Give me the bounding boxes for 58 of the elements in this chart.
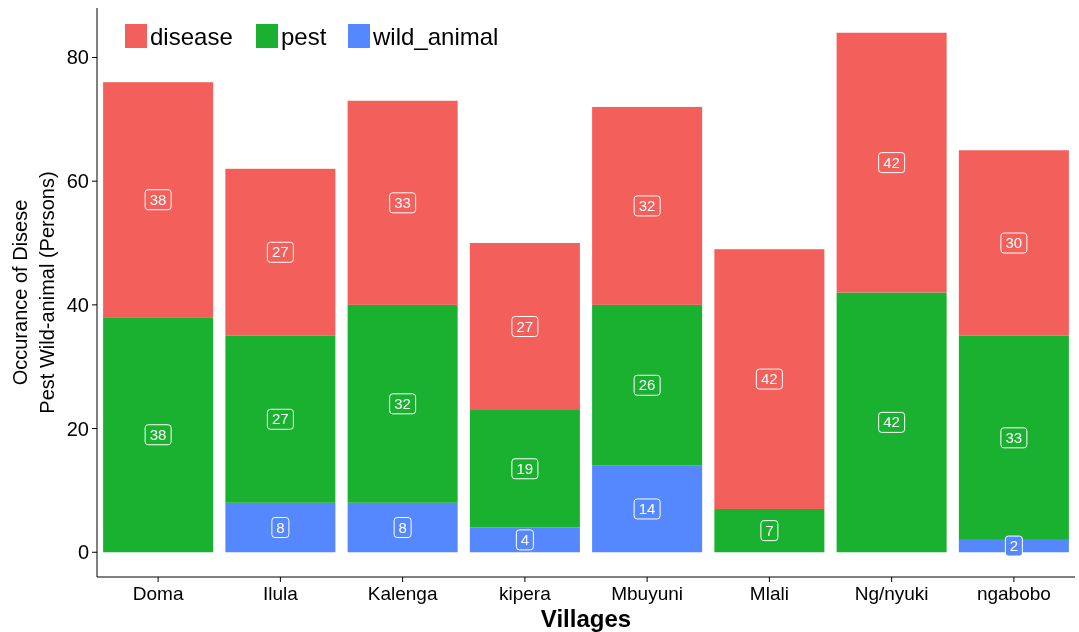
x-tick-label: Mlali — [749, 583, 789, 604]
bar — [958, 335, 1069, 540]
data-label: 8 — [276, 518, 285, 536]
bar — [347, 502, 458, 553]
data-label: 32 — [394, 394, 411, 412]
x-tick-label: Mbuyuni — [611, 583, 684, 604]
bar — [469, 410, 580, 528]
data-label: 27 — [272, 243, 289, 261]
data-label: 8 — [398, 518, 407, 536]
legend-label: disease — [150, 23, 233, 50]
y-tick-label: 0 — [77, 541, 89, 564]
bar — [592, 465, 703, 553]
x-axis-title: Villages — [540, 605, 632, 632]
data-label: 42 — [883, 413, 900, 431]
bar — [103, 317, 214, 553]
data-label: 38 — [149, 425, 167, 443]
x-tick-label: Kalenga — [367, 583, 438, 604]
data-label: 26 — [638, 376, 656, 394]
bar — [836, 32, 947, 293]
y-tick-label: 60 — [66, 170, 89, 193]
bar — [958, 150, 1069, 336]
data-label: 38 — [149, 190, 167, 208]
bar — [347, 100, 458, 305]
bar — [469, 243, 580, 411]
y-tick-label: 40 — [66, 293, 89, 316]
bar — [225, 335, 336, 503]
data-label: 14 — [638, 499, 656, 517]
bar — [592, 106, 703, 305]
x-tick-label: Doma — [132, 583, 184, 604]
legend-label: wild_animal — [372, 23, 499, 50]
x-tick-label: ngabobo — [976, 583, 1051, 604]
bar — [103, 82, 214, 318]
x-tick-label: Ng/nyuki — [854, 583, 929, 604]
y-tick-label: 80 — [66, 46, 89, 69]
data-label: 42 — [883, 153, 900, 171]
bar — [714, 508, 825, 553]
data-label: 2 — [1009, 537, 1019, 555]
data-label: 7 — [765, 521, 774, 539]
x-tick-label: kipera — [499, 583, 552, 604]
bar — [347, 304, 458, 503]
bar — [714, 249, 825, 509]
bar — [225, 168, 336, 336]
data-label: 27 — [272, 410, 289, 428]
data-label: 19 — [516, 459, 534, 477]
y-tick-label: 20 — [66, 417, 89, 440]
data-label: 30 — [1005, 234, 1023, 252]
bar — [836, 292, 947, 553]
data-label: 32 — [638, 196, 656, 214]
data-label: 27 — [516, 317, 534, 335]
y-axis-title: Occurance of Disese Pest Wild-animal (Persons) — [9, 171, 58, 414]
legend-label: pest — [281, 23, 327, 50]
bar — [225, 502, 336, 553]
bar — [592, 304, 703, 466]
data-label: 33 — [1005, 428, 1023, 446]
data-label: 33 — [394, 193, 411, 211]
x-tick-label: Ilula — [262, 583, 299, 604]
data-label: 42 — [761, 370, 778, 388]
data-label: 4 — [520, 530, 530, 548]
